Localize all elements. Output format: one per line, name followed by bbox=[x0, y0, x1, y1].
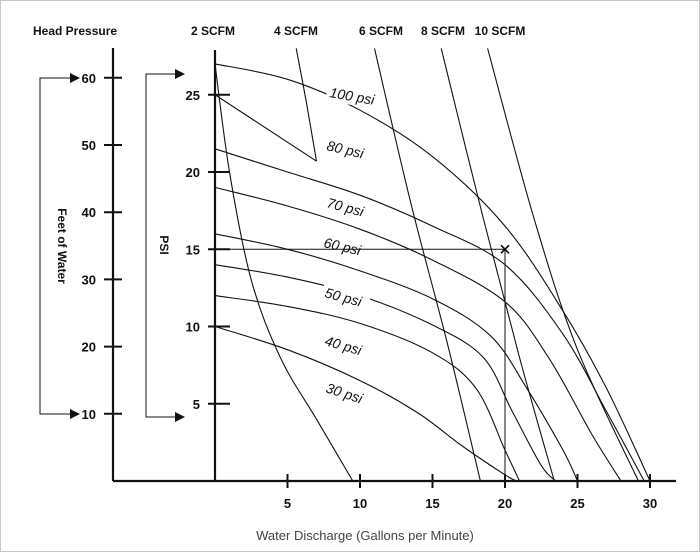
scfm-line-2 bbox=[295, 48, 318, 162]
feet-tick-label: 20 bbox=[82, 340, 96, 355]
scfm-header-1: 2 SCFM bbox=[191, 24, 235, 38]
feet-tick-label: 10 bbox=[82, 407, 96, 422]
x-tick-label: 30 bbox=[643, 496, 657, 511]
scfm-4-boundary bbox=[214, 94, 317, 162]
psi-axis-label: PSI bbox=[157, 235, 171, 254]
pressure-curve-80-psi bbox=[214, 148, 645, 482]
scfm-header-2: 4 SCFM bbox=[274, 24, 318, 38]
curve-label-mask bbox=[322, 136, 373, 165]
feet-bracket bbox=[39, 73, 80, 419]
x-tick-label: 20 bbox=[498, 496, 512, 511]
x-tick-label: 15 bbox=[425, 496, 439, 511]
curve-label-mask bbox=[319, 233, 370, 262]
x-tick-label: 10 bbox=[353, 496, 367, 511]
x-ticks: 5 10 15 20 25 30 bbox=[284, 474, 657, 511]
pressure-curve-70-psi bbox=[214, 186, 622, 482]
scfm-headers: 2 SCFM 4 SCFM 6 SCFM 8 SCFM 10 SCFM bbox=[191, 24, 525, 38]
psi-tick-label: 15 bbox=[186, 242, 200, 257]
scfm-header-4: 8 SCFM bbox=[421, 24, 465, 38]
curve-label: 100 psi bbox=[328, 84, 376, 108]
feet-axis-label: Feet of Water bbox=[55, 208, 69, 284]
scfm-header-3: 6 SCFM bbox=[359, 24, 403, 38]
scfm-line-3 bbox=[373, 48, 481, 482]
curve-label-mask bbox=[320, 331, 371, 362]
scfm-line-1 bbox=[214, 63, 354, 482]
example-readout bbox=[215, 244, 510, 481]
psi-tick-label: 25 bbox=[186, 88, 200, 103]
pressure-curve-100-psi bbox=[214, 63, 651, 482]
x-tick-label: 25 bbox=[570, 496, 584, 511]
curve-label-mask bbox=[325, 83, 376, 109]
feet-tick-label: 50 bbox=[82, 138, 96, 153]
scfm-header-5: 10 SCFM bbox=[475, 24, 526, 38]
feet-ticks: 10 20 30 40 50 60 bbox=[82, 71, 122, 422]
example-point-marker bbox=[500, 244, 510, 254]
psi-tick-label: 10 bbox=[186, 320, 200, 335]
feet-tick-label: 60 bbox=[82, 71, 96, 86]
scfm-line-4 bbox=[440, 48, 555, 482]
pressure-curve-60-psi bbox=[214, 233, 578, 482]
x-tick-label: 5 bbox=[284, 496, 291, 511]
feet-tick-label: 40 bbox=[82, 205, 96, 220]
scfm-line-5 bbox=[487, 48, 639, 482]
feet-tick-label: 30 bbox=[82, 272, 96, 287]
psi-bracket bbox=[145, 69, 185, 422]
curve-label-mask bbox=[322, 193, 373, 223]
curve-label-mask bbox=[320, 378, 372, 410]
chart-title: Head Pressure bbox=[33, 24, 117, 38]
x-axis-title: Water Discharge (Gallons per Minute) bbox=[256, 528, 474, 543]
psi-ticks: 5 10 15 20 25 bbox=[186, 88, 230, 412]
scfm-lines bbox=[214, 48, 639, 482]
curve-label-mask bbox=[320, 283, 371, 313]
psi-tick-label: 20 bbox=[186, 165, 200, 180]
pressure-curve-50-psi bbox=[214, 264, 557, 482]
psi-tick-label: 5 bbox=[193, 397, 200, 412]
